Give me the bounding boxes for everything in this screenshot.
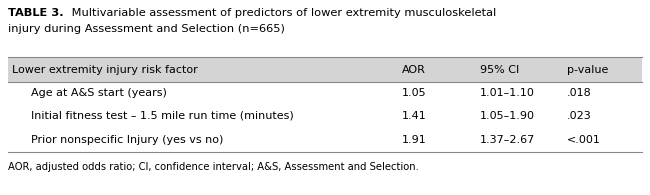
Text: .023: .023 [567,111,592,121]
Text: AOR: AOR [402,65,426,74]
Text: p-value: p-value [567,65,608,74]
Text: injury during Assessment and Selection (n=665): injury during Assessment and Selection (… [8,24,285,34]
Text: TABLE 3.: TABLE 3. [8,8,64,18]
Text: .018: .018 [567,88,592,98]
Text: Multivariable assessment of predictors of lower extremity musculoskeletal: Multivariable assessment of predictors o… [68,8,497,18]
Text: 1.05–1.90: 1.05–1.90 [480,111,535,121]
Text: Lower extremity injury risk factor: Lower extremity injury risk factor [12,65,198,74]
Text: Age at A&S start (years): Age at A&S start (years) [31,88,167,98]
Text: 1.41: 1.41 [402,111,426,121]
Text: Prior nonspecific Injury (yes vs no): Prior nonspecific Injury (yes vs no) [31,135,224,145]
Text: 1.91: 1.91 [402,135,426,145]
Text: 1.01–1.10: 1.01–1.10 [480,88,534,98]
Text: <.001: <.001 [567,135,601,145]
Text: Initial fitness test – 1.5 mile run time (minutes): Initial fitness test – 1.5 mile run time… [31,111,294,121]
Text: 95% CI: 95% CI [480,65,519,74]
Text: 1.05: 1.05 [402,88,426,98]
Text: 1.37–2.67: 1.37–2.67 [480,135,535,145]
Text: AOR, adjusted odds ratio; CI, confidence interval; A&S, Assessment and Selection: AOR, adjusted odds ratio; CI, confidence… [8,162,419,172]
